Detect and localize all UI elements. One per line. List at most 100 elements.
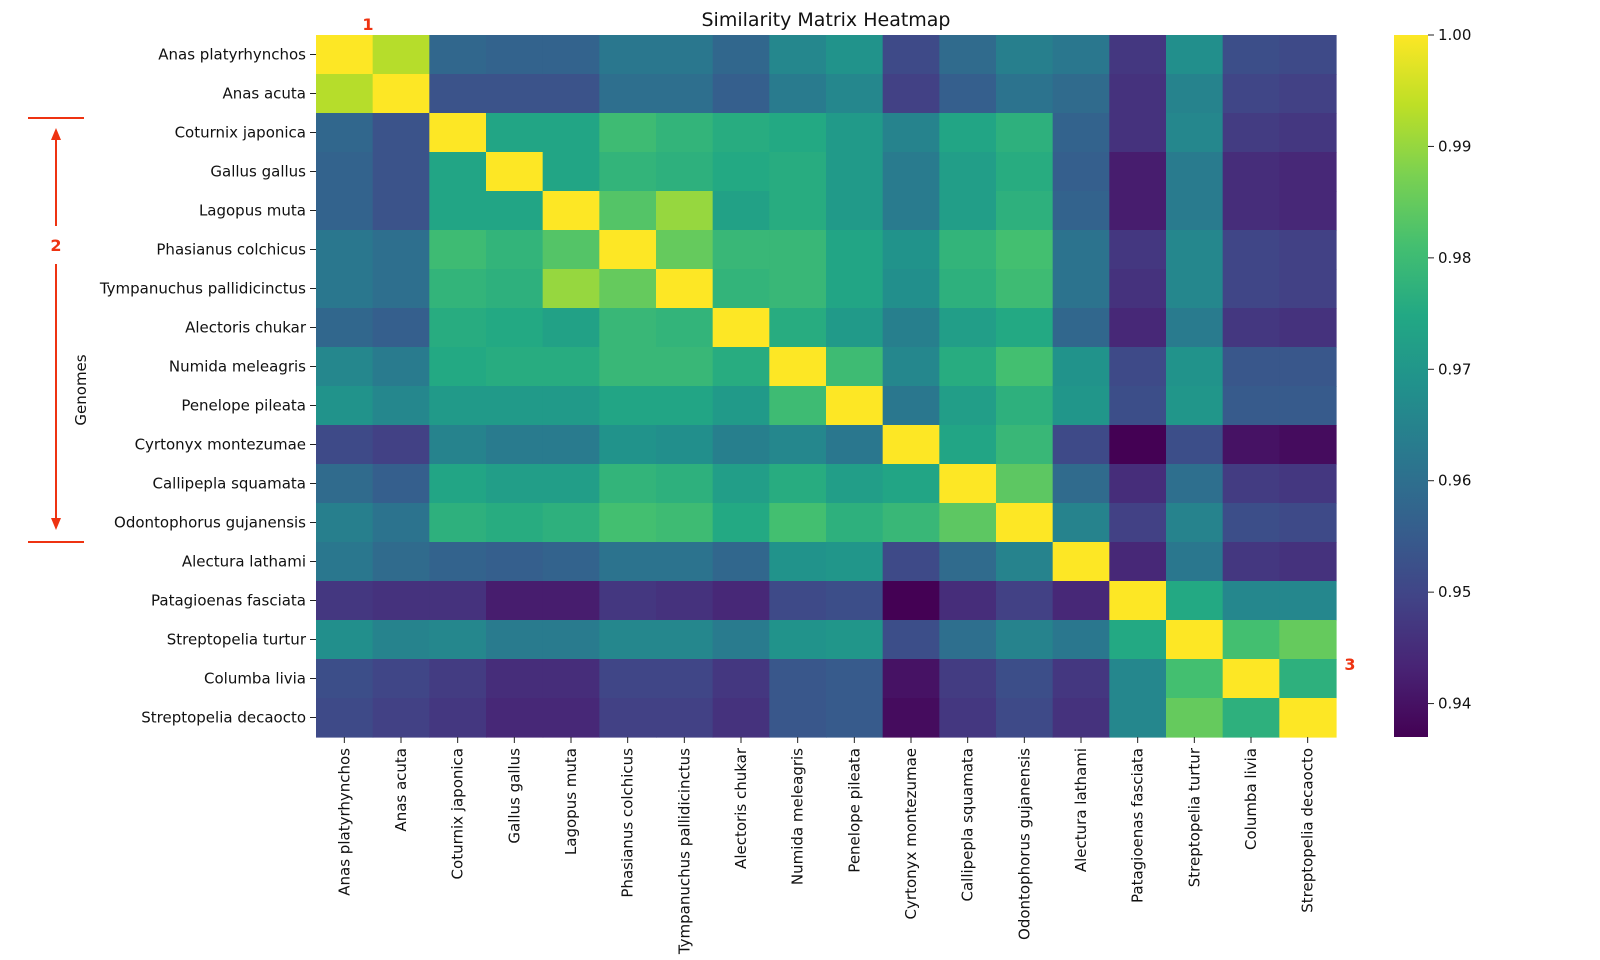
heatmap-cell [1166, 503, 1224, 543]
heatmap-cell [1052, 191, 1110, 231]
heatmap-cell [1166, 581, 1224, 621]
heatmap-cell [1109, 308, 1167, 348]
heatmap-cell [882, 659, 940, 699]
heatmap-cell [486, 503, 544, 543]
heatmap-cell [939, 425, 997, 465]
heatmap-cell [939, 464, 997, 504]
x-tick-label: Patagioenas fasciata [1129, 748, 1147, 903]
heatmap-cell [1222, 113, 1280, 153]
heatmap-cell [1052, 581, 1110, 621]
heatmap-cell [372, 308, 430, 348]
heatmap-cell [542, 308, 600, 348]
heatmap-cell [882, 464, 940, 504]
heatmap-cell [769, 347, 827, 387]
heatmap-cell [712, 503, 770, 543]
heatmap-cell [996, 620, 1054, 660]
heatmap-cell [316, 425, 374, 465]
heatmap-cell [1222, 347, 1280, 387]
y-axis-label: Genomes [72, 354, 90, 425]
heatmap-cell [372, 698, 430, 738]
heatmap-cell [316, 191, 374, 231]
heatmap-cell [372, 230, 430, 270]
heatmap-cell [939, 269, 997, 309]
heatmap-cell [1279, 152, 1337, 192]
heatmap-cell [1052, 347, 1110, 387]
heatmap-cell [656, 581, 714, 621]
heatmap-cell [542, 269, 600, 309]
heatmap-cell [1222, 269, 1280, 309]
heatmap-cell [1279, 269, 1337, 309]
heatmap-cell [769, 152, 827, 192]
heatmap-cell [486, 308, 544, 348]
heatmap-cell [429, 35, 487, 75]
colorbar-tick-label: 0.99 [1438, 137, 1471, 155]
heatmap-cell [826, 152, 884, 192]
heatmap-cell [712, 74, 770, 114]
heatmap-cell [316, 542, 374, 582]
x-tick-label: Penelope pileata [845, 748, 863, 873]
heatmap-cell [429, 659, 487, 699]
heatmap-cell [1109, 425, 1167, 465]
heatmap-cell [486, 425, 544, 465]
heatmap-cell [1052, 542, 1110, 582]
heatmap-cell [372, 347, 430, 387]
heatmap-cell [599, 581, 657, 621]
heatmap-cell [996, 581, 1054, 621]
heatmap-cell [769, 386, 827, 426]
y-tick-label: Anas platyrhynchos [158, 46, 306, 64]
heatmap-cell [939, 230, 997, 270]
heatmap-cell [1279, 191, 1337, 231]
heatmap-cell [939, 542, 997, 582]
heatmap-cell [429, 113, 487, 153]
heatmap-cell [316, 659, 374, 699]
heatmap-cell [826, 581, 884, 621]
heatmap-cell [1052, 620, 1110, 660]
heatmap-cell [316, 503, 374, 543]
heatmap-cell [1052, 464, 1110, 504]
heatmap-cell [656, 620, 714, 660]
y-tick-label: Cyrtonyx montezumae [135, 436, 306, 454]
heatmap-cell [1279, 113, 1337, 153]
heatmap-cell [826, 35, 884, 75]
heatmap-cell [429, 191, 487, 231]
heatmap-cell [599, 620, 657, 660]
heatmap-cell [939, 698, 997, 738]
x-tick-label: Streptopelia decaocto [1299, 748, 1317, 913]
heatmap-cell [826, 542, 884, 582]
heatmap-cell [1109, 386, 1167, 426]
heatmap-cell [599, 659, 657, 699]
colorbar-ticks: 0.94 0.95 0.96 0.97 0.98 0.99 1.00 [1428, 26, 1471, 713]
heatmap-cell [769, 503, 827, 543]
heatmap-cell [486, 191, 544, 231]
heatmap-cell [1109, 191, 1167, 231]
heatmap-cell [1222, 464, 1280, 504]
heatmap-cell [939, 503, 997, 543]
heatmap-cell [1222, 35, 1280, 75]
heatmap-cell [996, 503, 1054, 543]
colorbar [1394, 35, 1428, 737]
heatmap-cell [939, 74, 997, 114]
y-tick-label: Anas acuta [222, 85, 306, 103]
heatmap-cell [712, 698, 770, 738]
heatmap-cell [712, 191, 770, 231]
heatmap-cell [656, 464, 714, 504]
heatmap-cell [542, 503, 600, 543]
heatmap-cell [316, 35, 374, 75]
heatmap-cell [656, 503, 714, 543]
heatmap-cell [542, 386, 600, 426]
colorbar-tick-label: 0.96 [1438, 472, 1471, 490]
heatmap-cell [599, 152, 657, 192]
y-tick-label: Gallus gallus [210, 163, 306, 181]
heatmap-cell [769, 74, 827, 114]
heatmap-cell [542, 35, 600, 75]
heatmap-cell [429, 308, 487, 348]
heatmap-cell [769, 230, 827, 270]
heatmap-cell [599, 269, 657, 309]
heatmap-cell [316, 308, 374, 348]
colorbar-tick-label: 0.95 [1438, 583, 1471, 601]
heatmap-cell [1109, 659, 1167, 699]
heatmap-cell [599, 35, 657, 75]
heatmap-cell [1052, 269, 1110, 309]
heatmap-cell [656, 347, 714, 387]
heatmap-cell [1052, 503, 1110, 543]
